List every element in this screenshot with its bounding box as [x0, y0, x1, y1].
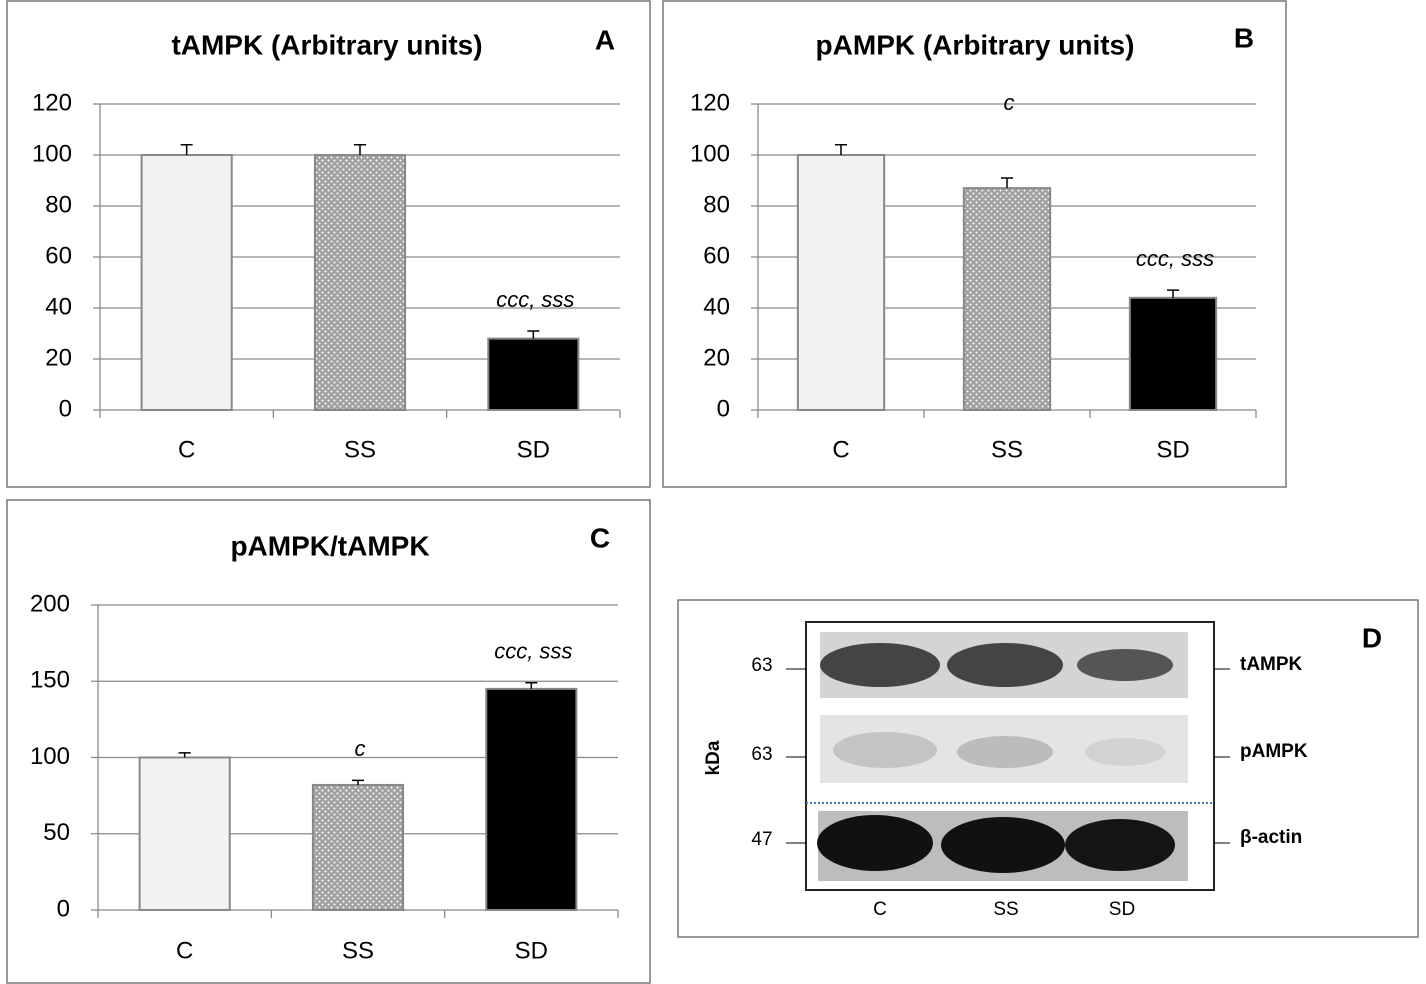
chart-title: pAMPK (Arbitrary units) — [816, 29, 1135, 60]
panel-letter: B — [1234, 22, 1254, 53]
y-tick-label: 150 — [30, 667, 70, 694]
band — [817, 815, 933, 871]
x-tick-label: C — [176, 937, 193, 964]
band — [833, 732, 937, 768]
y-tick-label: 40 — [45, 293, 72, 320]
bar — [488, 339, 578, 410]
annotation: ccc, sss — [1136, 246, 1214, 271]
y-tick-label: 20 — [45, 344, 72, 371]
panel-letter: C — [590, 522, 610, 553]
marker-label: 63 — [751, 655, 772, 676]
y-tick-label: 120 — [32, 89, 72, 116]
y-tick-label: 80 — [45, 191, 72, 218]
band — [1077, 649, 1173, 681]
row-label: β-actin — [1240, 827, 1302, 848]
bar — [142, 155, 232, 410]
y-tick-label: 100 — [32, 140, 72, 167]
y-tick-label: 60 — [703, 242, 730, 269]
unit-label: kDa — [703, 740, 724, 775]
bar — [486, 689, 576, 910]
y-tick-label: 80 — [703, 191, 730, 218]
x-tick-label: SD — [517, 436, 550, 463]
bar — [313, 785, 403, 910]
bar — [964, 188, 1050, 410]
annotation: c — [1004, 90, 1015, 115]
y-tick-label: 0 — [717, 395, 730, 422]
x-tick-label: SD — [1156, 436, 1189, 463]
annotation: ccc, sss — [494, 639, 572, 664]
chart-title: tAMPK (Arbitrary units) — [171, 29, 482, 60]
y-tick-label: 120 — [690, 89, 730, 116]
x-tick-label: SS — [342, 937, 374, 964]
bar — [1130, 298, 1216, 410]
bar — [798, 155, 884, 410]
y-tick-label: 200 — [30, 590, 70, 617]
bar — [315, 155, 405, 410]
x-tick-label: C — [178, 436, 195, 463]
annotation: ccc, sss — [496, 287, 574, 312]
panel-letter: D — [1362, 622, 1382, 653]
marker-label: 47 — [751, 829, 772, 850]
y-tick-label: 50 — [43, 819, 70, 846]
lane-label: C — [873, 899, 887, 920]
figure: 0 20 40 60 80 100 120 C SS SD ccc, sss tAMPK (Arbit… — [0, 0, 1426, 984]
chart-title: pAMPK/tAMPK — [230, 530, 429, 561]
annotation: c — [355, 736, 366, 761]
blot-panel: 63 63 47 kDa tAMPK pAMPK β-actin C SS SD… — [678, 600, 1418, 937]
lane-label: SS — [993, 899, 1018, 920]
band — [941, 817, 1065, 873]
marker-label: 63 — [751, 744, 772, 765]
panel-letter: A — [595, 24, 615, 55]
x-tick-label: C — [832, 436, 849, 463]
band — [1085, 738, 1165, 766]
row-label: tAMPK — [1240, 654, 1303, 675]
band — [957, 736, 1053, 768]
y-tick-label: 100 — [690, 140, 730, 167]
y-tick-label: 0 — [59, 395, 72, 422]
x-tick-label: SD — [515, 937, 548, 964]
y-tick-label: 60 — [45, 242, 72, 269]
x-tick-label: SS — [991, 436, 1023, 463]
y-tick-label: 20 — [703, 344, 730, 371]
band — [947, 643, 1063, 687]
y-tick-label: 100 — [30, 743, 70, 770]
y-tick-label: 40 — [703, 293, 730, 320]
y-tick-label: 0 — [57, 895, 70, 922]
band — [820, 643, 940, 687]
band — [1065, 819, 1175, 871]
bar — [140, 758, 230, 911]
x-tick-label: SS — [344, 436, 376, 463]
row-label: pAMPK — [1240, 741, 1308, 762]
lane-label: SD — [1109, 899, 1135, 920]
